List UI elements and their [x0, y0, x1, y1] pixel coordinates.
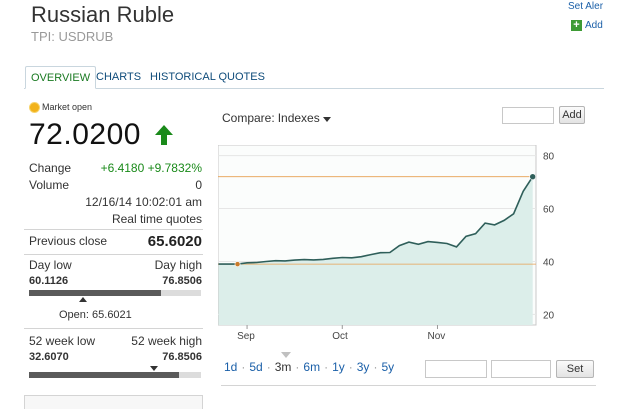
week52-low-value: 32.6070: [29, 351, 69, 363]
price-chart: 80 60 40 20 Sep Oct Nov: [218, 145, 555, 342]
y-tick-label: 80: [543, 152, 555, 163]
period-separator: ·: [373, 360, 378, 374]
y-tick-label: 20: [543, 310, 555, 321]
y-tick-label: 60: [543, 205, 555, 216]
period-3m[interactable]: 3m: [274, 360, 292, 374]
open-price: Open: 65.6021: [59, 309, 132, 321]
y-tick-label: 40: [543, 257, 555, 268]
x-tick-label: Nov: [427, 331, 445, 342]
day-low-label: Day low: [29, 258, 72, 272]
period-1y[interactable]: 1y: [332, 360, 345, 374]
panel-footer: [24, 395, 203, 409]
divider: [24, 328, 203, 329]
x-tick-label: Oct: [332, 331, 348, 342]
caret-down-icon: [322, 116, 331, 122]
period-1d[interactable]: 1d: [224, 360, 238, 374]
divider: [24, 229, 203, 230]
up-arrow-icon: [155, 125, 173, 145]
week52-range-fill: [29, 372, 179, 378]
ticker-symbol: TPI: USDRUB: [31, 29, 114, 44]
week52-high-value: 76.8506: [162, 351, 202, 363]
period-marker-icon: [281, 352, 291, 358]
realtime-note: Real time quotes: [111, 212, 202, 226]
change-label: Change: [29, 161, 72, 175]
period-separator: ·: [241, 360, 246, 374]
series-line: [218, 176, 534, 265]
add-to-watchlist-button[interactable]: + Add: [571, 20, 603, 31]
compare-dropdown[interactable]: Indexes: [277, 111, 320, 125]
divider: [24, 254, 203, 255]
start-date-input[interactable]: [425, 360, 487, 378]
market-status: Market open: [30, 102, 92, 112]
volume-value: 0: [195, 178, 202, 192]
tab-charts[interactable]: CHARTS: [96, 71, 142, 83]
period-5d[interactable]: 5d: [249, 360, 263, 374]
compare-control[interactable]: Compare: Indexes: [222, 111, 331, 125]
data-marker: [529, 173, 536, 181]
period-5y[interactable]: 5y: [381, 360, 395, 374]
day-range-fill: [29, 290, 162, 296]
change-value: +6.4180 +9.7832%: [100, 161, 202, 175]
quote-timestamp: 12/16/14 10:02:01 am: [85, 195, 202, 209]
end-date-input[interactable]: [491, 360, 551, 378]
series-area: [218, 176, 533, 325]
page-title: Russian Ruble: [31, 2, 175, 27]
data-marker: [234, 261, 241, 268]
current-marker-icon: [150, 366, 158, 371]
tab-historical-quotes[interactable]: HISTORICAL QUOTES: [150, 71, 265, 83]
set-alert-link[interactable]: Set Aler: [568, 1, 604, 12]
previous-close-label: Previous close: [29, 234, 108, 248]
day-low-value: 60.1126: [29, 275, 69, 287]
day-range-bar: [29, 290, 201, 296]
set-range-button[interactable]: Set: [556, 360, 594, 378]
tab-divider: [24, 88, 604, 89]
week52-high-label: 52 week high: [131, 334, 202, 348]
sun-icon: [30, 102, 39, 112]
x-tick-label: Sep: [237, 331, 255, 342]
period-separator: ·: [295, 360, 300, 374]
compare-label: Compare:: [222, 111, 275, 125]
period-3y[interactable]: 3y: [356, 360, 370, 374]
day-high-value: 76.8506: [162, 275, 202, 287]
previous-close-value: 65.6020: [147, 233, 202, 250]
period-separator: ·: [266, 360, 271, 374]
period-separator: ·: [348, 360, 353, 374]
compare-symbol-input[interactable]: [502, 107, 554, 124]
add-to-watchlist-label: Add: [585, 20, 603, 31]
divider: [221, 385, 596, 386]
open-marker-icon: [79, 297, 87, 302]
market-status-label: Market open: [42, 102, 93, 112]
tab-overview[interactable]: OVERVIEW: [25, 66, 97, 89]
last-price: 72.0200: [29, 118, 141, 151]
week52-low-label: 52 week low: [29, 334, 96, 348]
period-selector: 1d · 5d · 3m · 6m · 1y · 3y · 5y: [224, 360, 394, 374]
period-6m[interactable]: 6m: [303, 360, 321, 374]
week52-range-bar: [29, 372, 201, 378]
plus-icon: +: [571, 20, 582, 31]
compare-add-button[interactable]: Add: [559, 106, 585, 124]
volume-label: Volume: [29, 178, 70, 192]
day-high-label: Day high: [154, 258, 202, 272]
period-separator: ·: [324, 360, 329, 374]
